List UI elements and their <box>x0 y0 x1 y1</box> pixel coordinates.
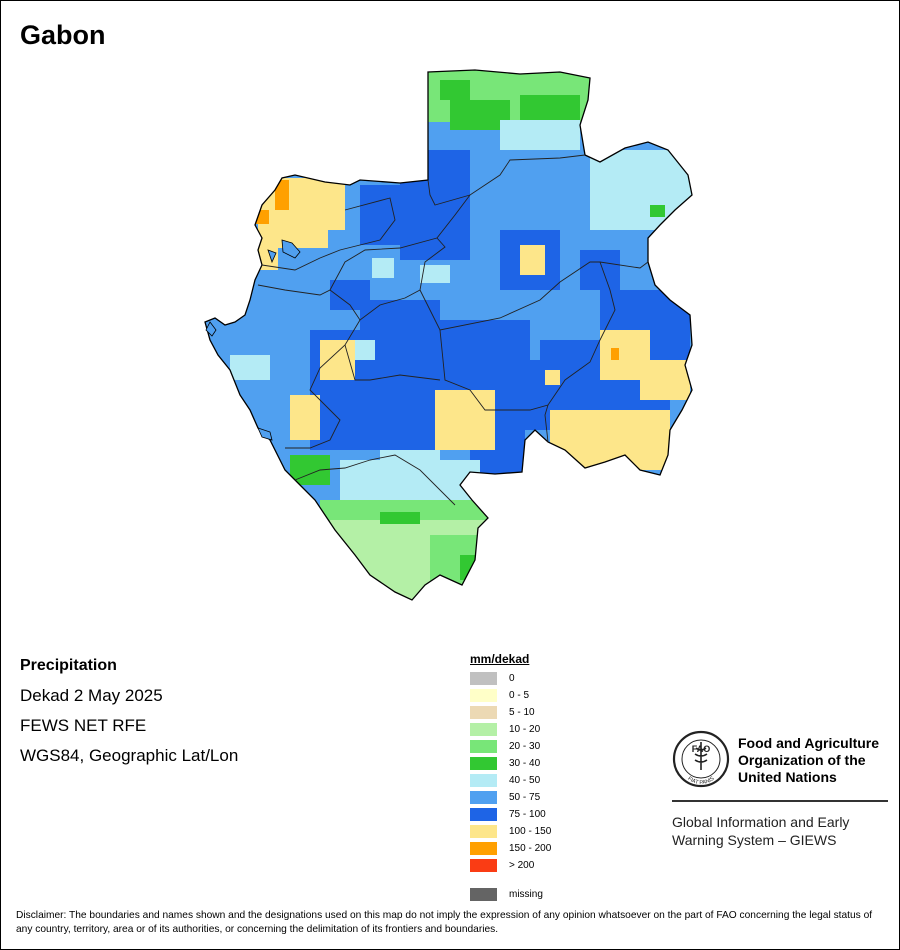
legend-swatch-missing <box>470 888 497 901</box>
fao-divider <box>672 800 888 802</box>
giews-label: Global Information and Early Warning Sys… <box>672 813 892 849</box>
legend-row: 0 - 5 <box>470 687 551 704</box>
legend-swatch <box>470 723 497 736</box>
legend-swatch <box>470 808 497 821</box>
giews-line1: Global Information and Early <box>672 814 850 830</box>
fao-name-line3: United Nations <box>738 769 837 785</box>
legend-classes: 0 0 - 5 5 - 10 10 - 20 20 - 30 30 - 40 40 - 50… <box>470 670 551 874</box>
legend-label: 5 - 10 <box>509 707 535 718</box>
legend-row: 75 - 100 <box>470 806 551 823</box>
legend-label: 100 - 150 <box>509 826 552 837</box>
map-title: Gabon <box>20 20 106 50</box>
fao-logo-motto: FIAT PANIS <box>686 776 715 786</box>
legend-swatch <box>470 791 497 804</box>
legend-row: 10 - 20 <box>470 721 551 738</box>
legend-row: 5 - 10 <box>470 704 551 721</box>
disclaimer: Disclaimer: The boundaries and names sho… <box>16 910 873 935</box>
legend-unit: mm/dekad <box>470 652 530 666</box>
period-label: Dekad 2 May 2025 <box>20 686 163 705</box>
legend-swatch <box>470 757 497 770</box>
source-label: FEWS NET RFE <box>20 716 147 735</box>
legend-swatch <box>470 859 497 872</box>
coastal-islands <box>205 239 301 441</box>
legend-missing: missing <box>470 886 551 903</box>
projection-label: WGS84, Geographic Lat/Lon <box>20 746 239 765</box>
legend-label: 75 - 100 <box>509 809 546 820</box>
legend-row: 20 - 30 <box>470 738 551 755</box>
legend-label-missing: missing <box>509 889 543 900</box>
legend-row: 0 <box>470 670 551 687</box>
legend-label: 10 - 20 <box>509 724 541 735</box>
map-info: Precipitation Dekad 2 May 2025 FEWS NET … <box>20 655 238 775</box>
legend-label: 150 - 200 <box>509 843 552 854</box>
legend-row: 30 - 40 <box>470 755 551 772</box>
variable-label: Precipitation <box>20 657 117 674</box>
legend-label: > 200 <box>509 860 535 871</box>
legend-swatch <box>470 825 497 838</box>
legend-row: 50 - 75 <box>470 789 551 806</box>
country-border <box>204 69 693 601</box>
legend-label: 40 - 50 <box>509 775 541 786</box>
legend-swatch <box>470 672 497 685</box>
legend-swatch <box>470 689 497 702</box>
fao-name-line2: Organization of the <box>738 752 866 768</box>
fao-name-line1: Food and Agriculture <box>738 735 880 751</box>
province-boundaries <box>257 154 649 506</box>
legend-label: 50 - 75 <box>509 792 541 803</box>
legend-label: 0 <box>509 673 515 684</box>
legend: mm/dekad 0 0 - 5 5 - 10 10 - 20 20 - 30 30 - … <box>470 652 551 903</box>
rainfall-raster <box>205 70 692 600</box>
legend-swatch <box>470 842 497 855</box>
legend-swatch <box>470 706 497 719</box>
fao-logo-icon: FAO FIAT PANIS <box>672 730 730 788</box>
fao-name: Food and Agriculture Organization of the… <box>738 735 898 786</box>
legend-label: 30 - 40 <box>509 758 541 769</box>
legend-label: 0 - 5 <box>509 690 530 701</box>
legend-swatch <box>470 774 497 787</box>
giews-line2: Warning System – GIEWS <box>672 832 837 848</box>
legend-row: 40 - 50 <box>470 772 551 789</box>
precipitation-map <box>204 69 693 601</box>
legend-swatch <box>470 740 497 753</box>
legend-row: 150 - 200 <box>470 840 551 857</box>
legend-row: > 200 <box>470 857 551 874</box>
fao-logo-text: FAO <box>692 744 711 754</box>
legend-row: 100 - 150 <box>470 823 551 840</box>
legend-label: 20 - 30 <box>509 741 541 752</box>
